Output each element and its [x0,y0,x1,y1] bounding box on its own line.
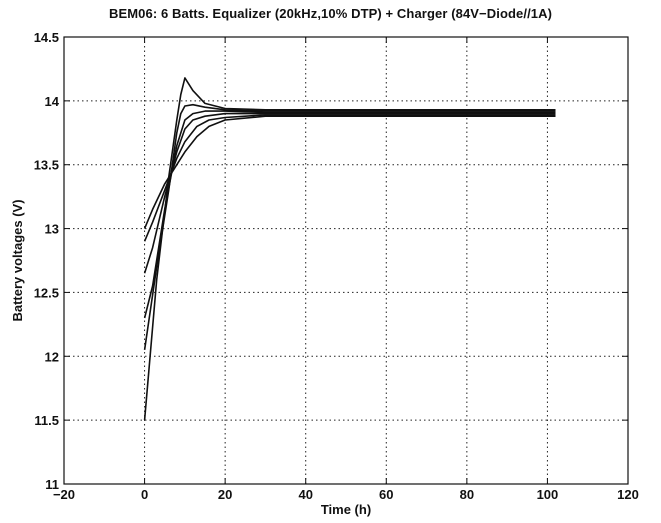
x-tick-label: 80 [460,487,474,502]
y-axis-ticks: 11 11.5 12 12.5 13 13.5 14 14.5 [34,30,628,492]
series-line-3 [143,110,556,319]
x-tick-label: 120 [617,487,639,502]
y-tick-label: 11 [45,477,59,492]
series-line-5 [143,114,556,242]
x-tick-label: 0 [141,487,148,502]
y-tick-label: 13.5 [34,158,59,173]
y-tick-label: 14 [45,94,60,109]
series-line-4 [143,112,556,274]
x-tick-label: 100 [537,487,559,502]
series-line-6 [143,115,556,229]
series-lines [143,77,556,421]
chart-title: BEM06: 6 Batts. Equalizer (20kHz,10% DTP… [108,6,553,21]
plot-frame [63,36,629,485]
y-tick-label: 12 [45,349,59,364]
x-axis-label: Time (h) [321,502,371,517]
y-tick-label: 14.5 [34,30,59,45]
series-line-1 [143,77,556,421]
y-tick-label: 11.5 [34,413,59,428]
x-tick-label: 40 [298,487,312,502]
x-tick-label: −20 [53,487,75,502]
x-axis-ticks: −20 0 20 40 60 80 100 120 [53,37,639,502]
series-line-2 [143,103,556,351]
x-tick-label: 60 [379,487,393,502]
y-tick-label: 12.5 [34,285,59,300]
x-tick-label: 20 [218,487,232,502]
y-tick-label: 13 [45,222,59,237]
y-axis-label: Battery voltages (V) [10,199,25,321]
